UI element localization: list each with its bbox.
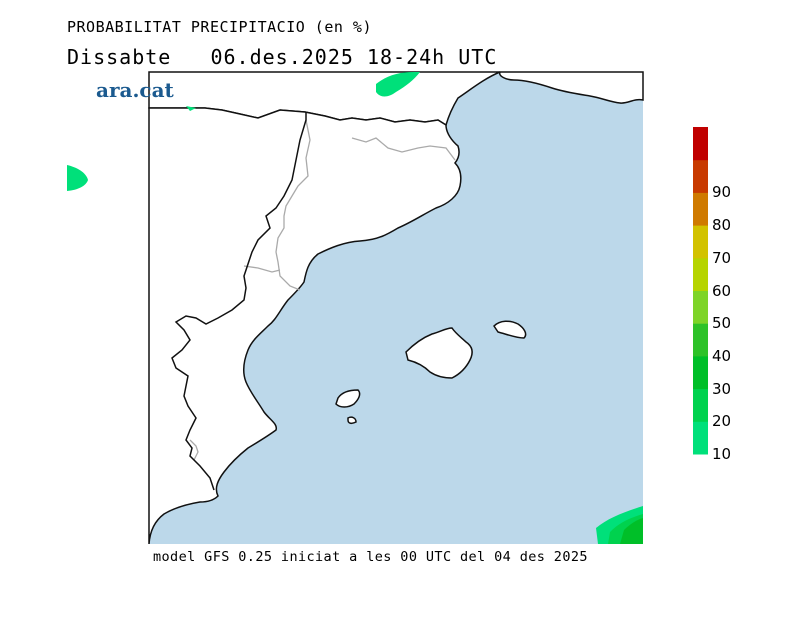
precip-patch-west [67, 165, 88, 191]
island-eivissa [335, 389, 361, 408]
island-menorca [493, 320, 527, 339]
model-info-footer: model GFS 0.25 iniciat a les 00 UTC del … [153, 549, 588, 565]
colorbar-tick-label: 20 [712, 412, 732, 431]
map-title: PROBABILITAT PRECIPITACIO (en %) [67, 18, 372, 36]
colorbar-band [693, 127, 708, 161]
colorbar-tick-label: 80 [712, 216, 732, 235]
border-andorra-france [351, 137, 456, 161]
border-west [171, 112, 307, 491]
colorbar-tick-label: 70 [712, 248, 732, 267]
colorbar-tick-label: 30 [712, 379, 732, 398]
map-subtitle: Dissabte 06.des.2025 18-24h UTC [67, 45, 498, 69]
colorbar-band [693, 225, 708, 259]
colorbar-band [693, 290, 708, 324]
colorbar-band [693, 388, 708, 422]
border-catalonia-aragon [275, 119, 311, 291]
land-iberia [148, 107, 462, 545]
colorbar-band [693, 323, 708, 357]
colorbar-band [693, 421, 708, 455]
border-valencia-aragon [243, 265, 281, 273]
precip-patch-tiny [186, 106, 196, 111]
island-mallorca [405, 327, 473, 379]
land-france-east [498, 71, 644, 104]
colorbar-tick-label: 40 [712, 346, 732, 365]
colorbar-tick-label: 10 [712, 445, 732, 463]
colorbar-band [693, 355, 708, 390]
border-valencia-south [189, 439, 199, 461]
colorbar-band [693, 159, 708, 193]
colorbar-tick-label: 60 [712, 281, 732, 300]
colorbar [693, 127, 708, 455]
precip-patch-north [376, 72, 420, 97]
colorbar-band [693, 257, 708, 291]
colorbar-tick-label: 90 [712, 183, 732, 202]
precip-patch-southeast-30 [620, 518, 643, 544]
island-formentera [347, 416, 357, 425]
colorbar-band [693, 192, 708, 226]
colorbar-tick-label: 50 [712, 314, 732, 333]
ara-cat-logo: ara.cat [96, 78, 174, 102]
